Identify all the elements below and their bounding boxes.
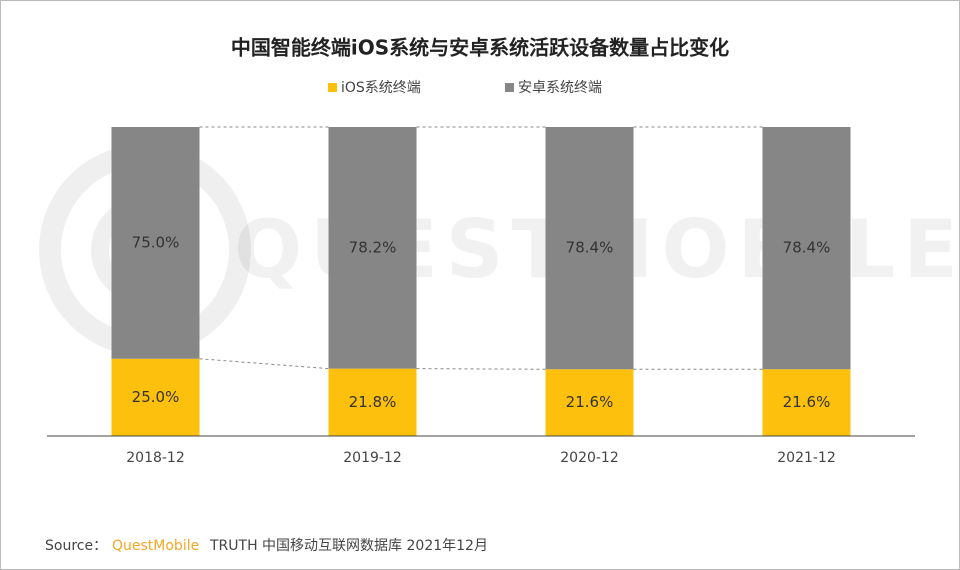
chart-title: 中国智能终端iOS系统与安卓系统活跃设备数量占比变化 bbox=[231, 36, 729, 60]
bar-segment bbox=[111, 358, 200, 436]
x-tick-label: 2018-12 bbox=[126, 450, 185, 466]
x-tick-label: 2019-12 bbox=[343, 450, 402, 466]
value-label: 78.4% bbox=[783, 239, 831, 257]
bar-segment bbox=[328, 127, 417, 369]
legend-swatch bbox=[505, 83, 514, 92]
bar-segment bbox=[111, 127, 200, 359]
value-label: 21.8% bbox=[349, 393, 397, 411]
legend-swatch bbox=[328, 83, 337, 92]
bar-segment bbox=[545, 127, 634, 370]
x-tick-label: 2020-12 bbox=[560, 450, 619, 466]
bar-segment bbox=[545, 369, 634, 436]
legend-label: iOS系统终端 bbox=[341, 80, 421, 96]
bar-segment bbox=[762, 369, 851, 436]
legend-label: 安卓系统终端 bbox=[518, 80, 602, 96]
source-brand: QuestMobile bbox=[112, 538, 199, 554]
value-label: 21.6% bbox=[566, 393, 614, 411]
bar-segment bbox=[328, 368, 417, 436]
value-label: 78.4% bbox=[566, 239, 614, 257]
bar-segment bbox=[762, 127, 851, 370]
value-label: 25.0% bbox=[132, 388, 180, 406]
value-label: 78.2% bbox=[349, 238, 397, 256]
value-label: 75.0% bbox=[132, 233, 180, 251]
value-label: 21.6% bbox=[783, 393, 831, 411]
source-label: Source： bbox=[45, 538, 107, 554]
x-tick-label: 2021-12 bbox=[777, 450, 836, 466]
source-text: TRUTH 中国移动互联网数据库 2021年12月 bbox=[209, 538, 488, 554]
